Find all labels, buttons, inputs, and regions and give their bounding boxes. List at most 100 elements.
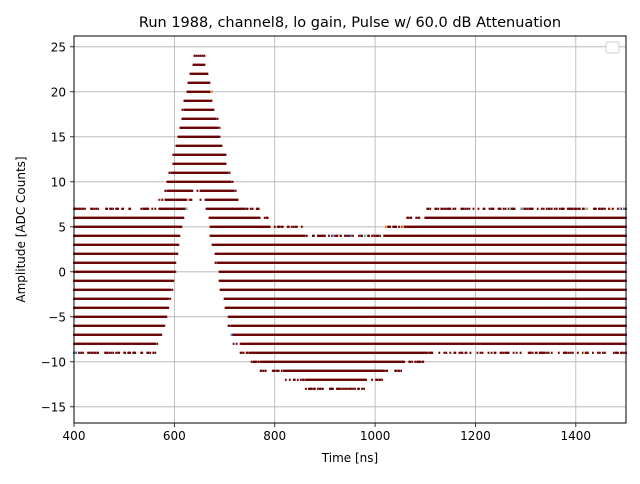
data-point [341,388,343,390]
data-point [285,379,287,381]
data-point [147,352,149,354]
data-point [204,55,206,57]
data-point [115,352,117,354]
data-point [172,280,174,282]
data-point [347,388,349,390]
data-point [97,208,99,210]
data-point [237,199,239,201]
data-point [232,181,234,183]
data-point [269,226,271,228]
data-point [229,172,231,174]
data-point [373,235,375,237]
data-point [233,190,235,192]
data-point [303,379,305,381]
data-point [227,172,229,174]
data-point [164,190,166,192]
data-point [235,190,237,192]
data-point [79,208,81,210]
data-point [154,352,156,354]
data-point [282,226,284,228]
data-point [354,388,356,390]
data-point [152,352,154,354]
data-point [332,388,334,390]
data-point [211,100,213,102]
data-point [88,352,90,354]
data-point [118,352,120,354]
data-point [106,208,108,210]
data-point [263,370,265,372]
data-point [221,145,223,147]
data-point [151,208,153,210]
data-point [196,55,198,57]
data-point [322,388,324,390]
data-point [180,226,182,228]
data-point [171,289,173,291]
data-point [261,370,263,372]
data-point [358,235,360,237]
data-point [215,262,217,264]
data-point [379,379,381,381]
data-point [247,352,249,354]
data-point [345,235,347,237]
data-point [377,235,379,237]
data-point [258,208,260,210]
data-point [181,109,183,111]
data-point [82,208,84,210]
data-point [304,235,306,237]
data-point [129,352,131,354]
data-point [84,208,86,210]
data-point [291,226,293,228]
data-point [167,298,169,300]
data-point [301,226,303,228]
data-point [225,163,227,165]
data-point [209,82,211,84]
data-point [76,208,78,210]
data-point [361,388,363,390]
data-point [358,388,360,390]
data-point [209,91,211,93]
data-point [161,199,163,201]
data-point [78,352,80,354]
data-point [236,343,238,345]
chart-title: Run 1988, channel8, lo gain, Pulse w/ 60… [139,15,561,31]
data-point [294,379,296,381]
data-point [174,262,176,264]
data-point [217,127,219,129]
data-point [217,118,219,120]
data-point [198,55,200,57]
data-point [243,352,245,354]
data-point [259,217,261,219]
data-point [110,352,112,354]
data-point [348,235,350,237]
data-point [134,352,136,354]
data-point [94,352,96,354]
data-point [274,226,276,228]
data-point [140,208,142,210]
data-point [274,370,276,372]
data-point [97,352,99,354]
data-point [200,199,202,201]
data-point [293,226,295,228]
data-point [340,235,342,237]
data-point [225,154,227,156]
data-point [376,379,378,381]
data-point [345,388,347,390]
data-point [297,379,299,381]
data-point [314,388,316,390]
data-point [365,379,367,381]
data-point [163,325,165,327]
data-point [204,64,206,66]
data-point [192,190,194,192]
data-point [300,379,302,381]
data-point [265,370,267,372]
data-point [200,55,202,57]
data-point [252,208,254,210]
data-point [156,343,158,345]
data-point [241,352,243,354]
data-point [383,370,385,372]
data-point [117,208,119,210]
data-point [317,388,319,390]
data-point [288,226,290,228]
